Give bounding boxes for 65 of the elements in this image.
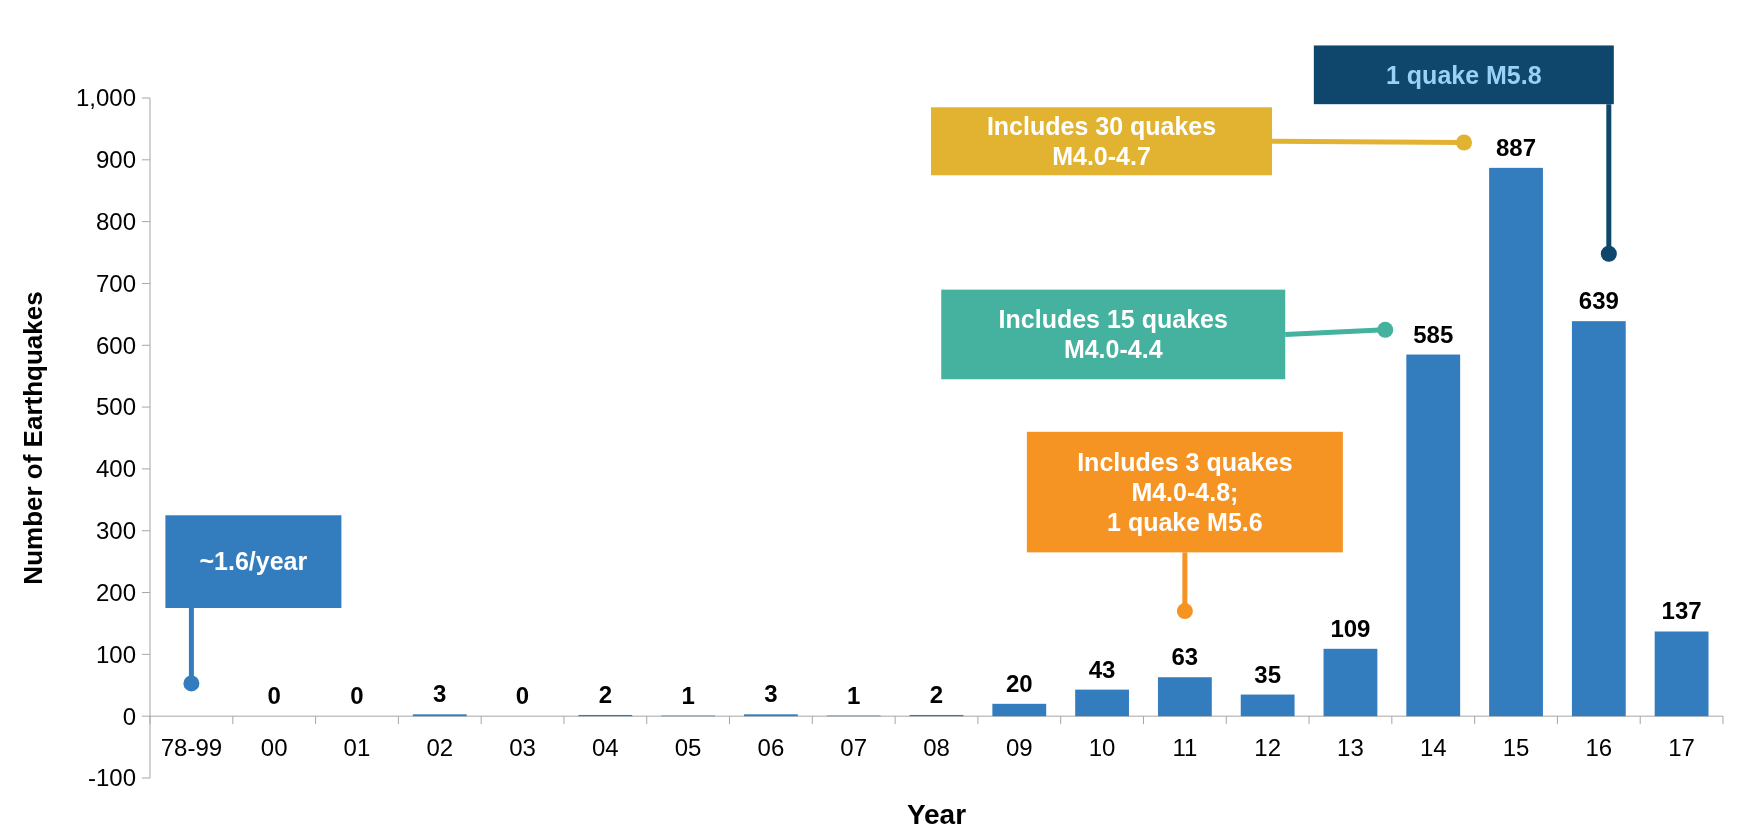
bar <box>1240 694 1295 717</box>
x-tick-label: 14 <box>1419 734 1447 762</box>
x-tick-label: 15 <box>1502 734 1530 762</box>
data-label: 0 <box>267 682 281 710</box>
x-tick-label: 04 <box>591 734 619 762</box>
x-tick-label: 02 <box>426 734 454 762</box>
bar <box>992 703 1047 717</box>
data-label: 887 <box>1496 133 1537 161</box>
bar <box>1571 321 1626 717</box>
data-label: 3 <box>764 680 778 708</box>
data-label: 2 <box>598 680 613 708</box>
x-tick-label: 13 <box>1337 734 1364 762</box>
annotation: Includes 30 quakes M4.0-4.7 <box>986 112 1217 171</box>
x-tick-label: 10 <box>1088 734 1116 762</box>
y-tick-label: 600 <box>95 331 136 359</box>
bar <box>1654 631 1709 717</box>
data-label: 20 <box>1005 669 1033 697</box>
data-label: 1 <box>847 681 861 709</box>
y-tick-label: 700 <box>95 269 136 297</box>
bar <box>1157 677 1212 717</box>
data-label: 2 <box>929 680 944 708</box>
y-tick-label: 200 <box>95 578 136 606</box>
bar <box>1489 167 1543 717</box>
x-tick-label: 17 <box>1668 734 1695 762</box>
bar <box>1406 354 1461 717</box>
annotation: Includes 15 quakes M4.0-4.4 <box>998 305 1228 364</box>
text: 1 quake M5.8 <box>1386 60 1542 89</box>
bar <box>1075 689 1129 717</box>
x-tick-label: 01 <box>343 734 371 762</box>
y-tick-label: -100 <box>87 764 136 792</box>
x-tick-label: 12 <box>1254 734 1282 762</box>
data-label: 137 <box>1661 597 1702 625</box>
data-label: 0 <box>350 682 364 710</box>
y-tick-label: 0 <box>122 702 136 730</box>
x-tick-label: 06 <box>757 734 785 762</box>
data-label: 3 <box>433 680 447 708</box>
x-tick-label: 09 <box>1005 734 1033 762</box>
y-tick-label: 800 <box>95 208 136 236</box>
y-tick-label: 400 <box>95 455 136 483</box>
data-label: 43 <box>1088 655 1116 683</box>
x-tick-label: 07 <box>840 734 868 762</box>
x-tick-label: 11 <box>1172 734 1198 762</box>
data-label: 0 <box>515 682 530 710</box>
annotation: ~1.6/year <box>199 547 308 576</box>
x-tick-label: 16 <box>1585 734 1613 762</box>
data-label: 1 <box>681 681 695 709</box>
x-tick-label: 78-99 <box>160 734 223 762</box>
y-tick-label: 300 <box>95 517 136 545</box>
y-tick-label: 900 <box>95 146 136 174</box>
bar <box>1323 648 1378 717</box>
x-tick-label: 00 <box>260 734 288 762</box>
y-tick-label: 1,000 <box>75 84 136 112</box>
data-label: 63 <box>1171 643 1199 671</box>
y-axis-title: Number of Earthquakes <box>18 291 48 585</box>
y-tick-label: 100 <box>95 640 136 668</box>
data-label: 585 <box>1413 320 1454 348</box>
x-tick-label: 03 <box>509 734 536 762</box>
x-tick-label: 05 <box>674 734 702 762</box>
x-tick-label: 08 <box>923 734 950 762</box>
annotation: Includes 3 quakes M4.0-4.8; 1 quake M5.6 <box>1077 447 1293 536</box>
data-label: 109 <box>1330 614 1371 642</box>
data-label: 639 <box>1578 287 1619 315</box>
y-tick-label: 500 <box>95 393 136 421</box>
data-label: 35 <box>1254 660 1282 688</box>
x-axis-title: Year <box>906 799 967 830</box>
